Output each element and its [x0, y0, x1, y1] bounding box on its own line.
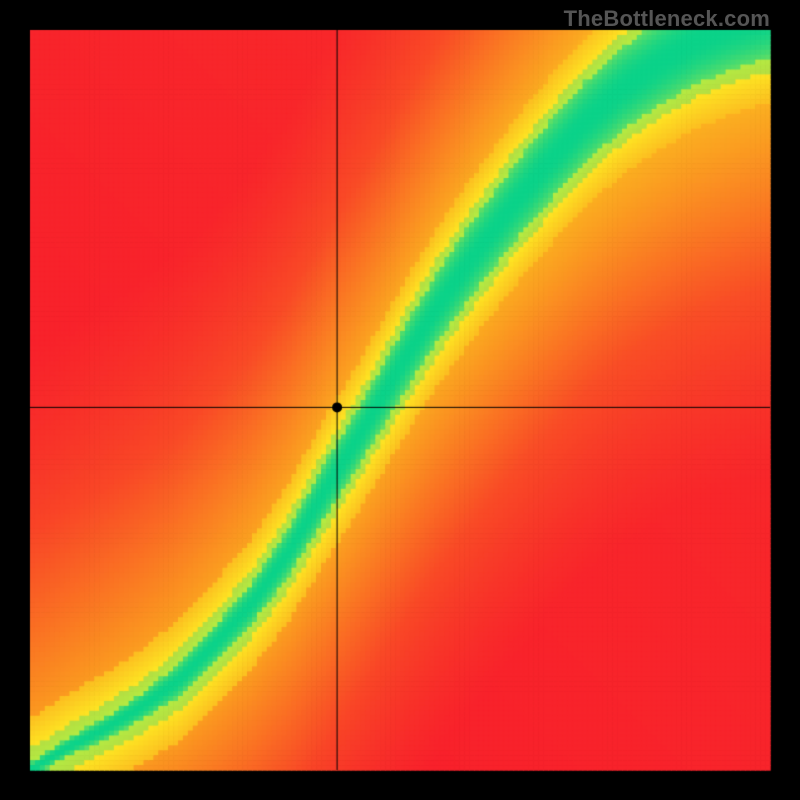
chart-container: TheBottleneck.com: [0, 0, 800, 800]
watermark-text: TheBottleneck.com: [564, 6, 770, 32]
heatmap-canvas: [0, 0, 800, 800]
